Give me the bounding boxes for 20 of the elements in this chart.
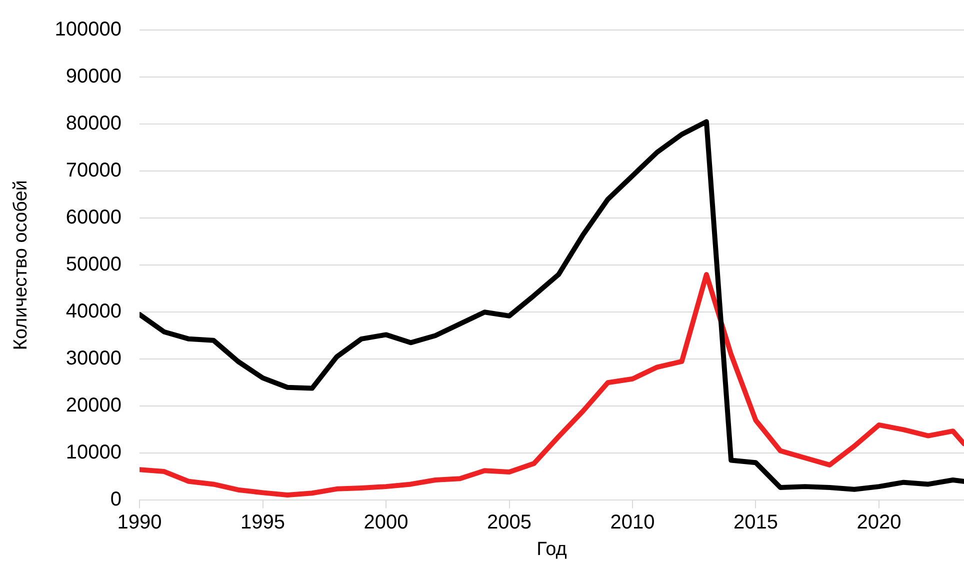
- y-tick-label: 10000: [66, 442, 122, 464]
- y-tick-label: 90000: [66, 66, 122, 88]
- y-tick-label: 30000: [66, 348, 122, 370]
- y-tick-label: 80000: [66, 112, 122, 135]
- y-tick-label: 20000: [66, 394, 122, 417]
- x-tick-label: 1990: [117, 512, 162, 534]
- x-tick-label: 1995: [240, 512, 286, 534]
- x-tick-label: 2015: [733, 512, 778, 534]
- y-tick-label: 60000: [66, 206, 122, 229]
- y-tick-label: 70000: [66, 160, 122, 182]
- x-tick-label: 2020: [856, 512, 902, 534]
- y-tick-label: 0: [110, 488, 122, 511]
- x-axis-title: Год: [536, 538, 567, 560]
- y-tick-label: 100000: [54, 18, 122, 41]
- x-tick-label: 2000: [364, 512, 408, 534]
- x-tick-label: 2010: [610, 512, 655, 534]
- y-tick-label: 50000: [66, 254, 122, 276]
- y-axis-title: Количество особей: [10, 180, 32, 350]
- x-tick-label: 2005: [487, 512, 532, 534]
- y-tick-label: 40000: [66, 300, 122, 323]
